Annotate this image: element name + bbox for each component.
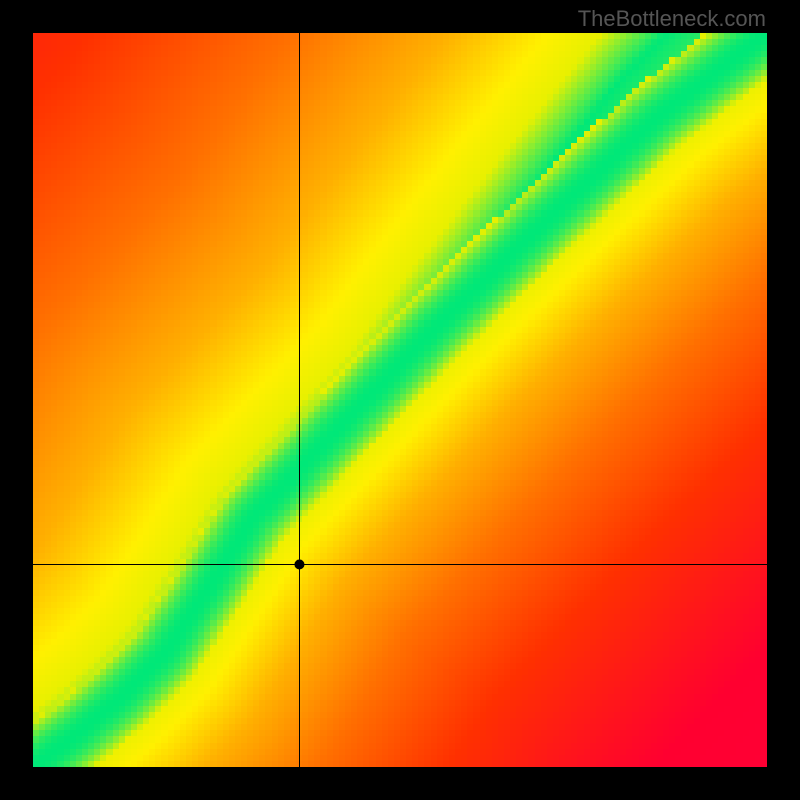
bottleneck-heatmap — [33, 33, 767, 767]
watermark-text: TheBottleneck.com — [578, 6, 766, 32]
chart-frame: TheBottleneck.com — [0, 0, 800, 800]
